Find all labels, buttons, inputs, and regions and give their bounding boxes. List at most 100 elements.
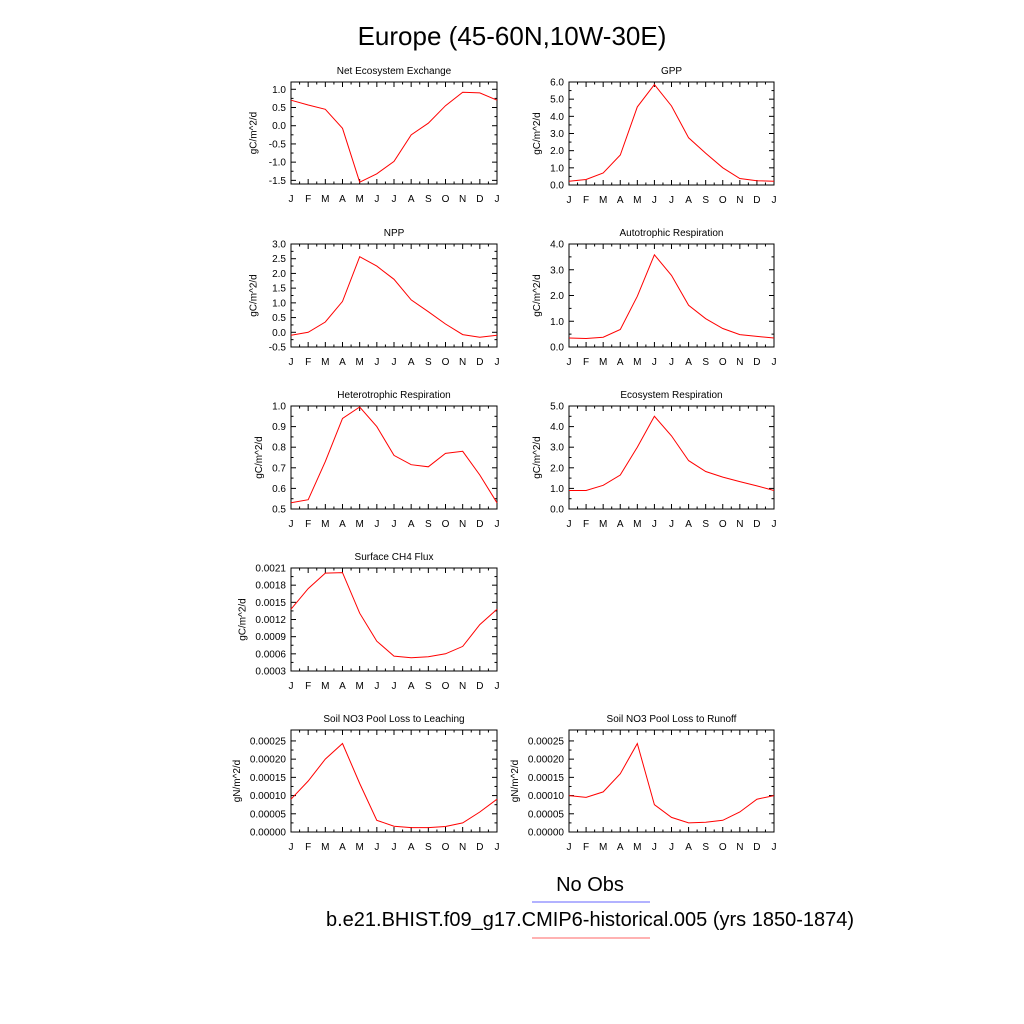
y-tick-label: 0.0015 (255, 598, 286, 609)
y-tick-label: 1.0 (550, 484, 564, 495)
x-tick-label: O (442, 842, 450, 853)
x-tick-label: J (652, 519, 657, 530)
y-tick-label: 0.00000 (528, 828, 565, 839)
x-tick-label: M (355, 681, 363, 692)
x-tick-label: J (567, 519, 572, 530)
chart-panel: J F M A M J J A S O N D J5.04.03.02.01.00.0Ecosystem… (532, 390, 776, 530)
x-tick-label: M (321, 519, 329, 530)
x-tick-label: J (772, 842, 777, 853)
x-tick-label: N (736, 195, 743, 206)
y-tick-label: 0.0021 (255, 564, 286, 575)
y-tick-label: 0.00020 (528, 755, 565, 766)
y-tick-label: 0.7 (272, 463, 286, 474)
y-tick-label: 1.5 (272, 284, 286, 295)
x-tick-label: M (321, 681, 329, 692)
x-tick-label: J (772, 195, 777, 206)
x-tick-label: F (583, 195, 589, 206)
x-tick-label: D (476, 681, 483, 692)
chart-panel: J F M A M J J A S O N D J1.00.90.80.70.60.5Heterotro… (254, 390, 499, 530)
y-tick-label: -1.0 (269, 158, 287, 169)
x-tick-label: A (408, 681, 415, 692)
x-tick-label: M (633, 195, 641, 206)
x-tick-label: S (702, 195, 709, 206)
x-tick-label: M (321, 194, 329, 205)
y-tick-label: -0.5 (269, 139, 287, 150)
panel-title: Net Ecosystem Exchange (337, 66, 452, 77)
x-tick-label: J (495, 842, 500, 853)
y-tick-label: 1.0 (550, 317, 564, 328)
x-tick-label: S (702, 519, 709, 530)
x-tick-label: O (442, 519, 450, 530)
y-tick-label: 2.0 (550, 291, 564, 302)
y-tick-label: 0.00010 (528, 791, 565, 802)
x-tick-label: S (425, 194, 432, 205)
panel-title: Ecosystem Respiration (620, 390, 722, 401)
x-tick-label: N (459, 519, 466, 530)
x-tick-label: A (685, 842, 692, 853)
y-tick-label: 0.00025 (250, 736, 287, 747)
x-tick-label: F (583, 519, 589, 530)
y-tick-label: 3.0 (272, 240, 286, 251)
series-line (568, 742, 775, 824)
y-tick-label: 1.0 (272, 85, 286, 96)
x-tick-label: J (289, 357, 294, 368)
y-axis-label: gC/m^2/d (254, 436, 265, 479)
y-tick-label: 6.0 (550, 78, 564, 89)
x-tick-label: J (567, 842, 572, 853)
x-tick-label: J (669, 519, 674, 530)
y-tick-label: 0.0 (550, 343, 564, 354)
x-tick-label: N (459, 681, 466, 692)
x-tick-label: M (633, 842, 641, 853)
y-axis-label: gN/m^2/d (510, 760, 521, 803)
panel-title: Heterotrophic Respiration (337, 390, 450, 401)
y-tick-label: 4.0 (550, 422, 564, 433)
x-tick-label: J (392, 519, 397, 530)
chart-panel: J F M A M J J A S O N D J6.05.04.03.02.01.00.0GPPgC/… (532, 66, 776, 206)
x-tick-label: D (753, 519, 760, 530)
x-tick-label: D (753, 842, 760, 853)
y-tick-label: 0.0012 (255, 615, 286, 626)
x-tick-label: J (669, 842, 674, 853)
y-tick-label: 2.0 (272, 269, 286, 280)
x-tick-label: J (392, 681, 397, 692)
series-line (290, 572, 498, 659)
y-tick-label: 0.0 (550, 505, 564, 516)
x-tick-label: N (736, 357, 743, 368)
x-tick-label: S (702, 357, 709, 368)
x-tick-label: S (425, 681, 432, 692)
x-tick-label: F (305, 519, 311, 530)
x-tick-label: A (339, 357, 346, 368)
x-tick-label: D (476, 842, 483, 853)
y-axis-label: gC/m^2/d (532, 436, 543, 479)
y-tick-label: 0.00005 (528, 809, 565, 820)
x-tick-label: J (289, 519, 294, 530)
x-tick-label: O (719, 842, 727, 853)
main-title: Europe (45-60N,10W-30E) (358, 21, 667, 51)
chart-panel: J F M A M J J A S O N D J0.00210.00180.00150.00120.0… (237, 552, 499, 692)
x-tick-label: F (305, 357, 311, 368)
x-tick-label: N (736, 519, 743, 530)
y-axis-label: gC/m^2/d (532, 274, 543, 317)
x-tick-label: J (495, 681, 500, 692)
x-tick-label: J (392, 194, 397, 205)
x-tick-label: J (669, 357, 674, 368)
series-line (290, 255, 498, 338)
x-tick-label: D (753, 357, 760, 368)
legend: No Obs b.e21.BHIST.f09_g17.CMIP6-historic… (326, 874, 854, 939)
y-tick-label: 0.8 (272, 443, 286, 454)
x-tick-label: M (355, 842, 363, 853)
y-tick-label: 2.5 (272, 254, 286, 265)
x-tick-label: D (476, 519, 483, 530)
series-line (569, 415, 775, 491)
chart-panel: J F M A M J J A S O N D J3.02.52.01.51.00.50.0-0.5NP… (249, 228, 500, 368)
x-tick-label: A (339, 194, 346, 205)
x-tick-label: A (339, 681, 346, 692)
x-tick-label: N (459, 357, 466, 368)
x-tick-label: M (355, 357, 363, 368)
y-tick-label: 0.6 (272, 484, 286, 495)
x-tick-label: D (476, 194, 483, 205)
y-tick-label: 0.5 (272, 313, 286, 324)
x-tick-label: J (669, 195, 674, 206)
